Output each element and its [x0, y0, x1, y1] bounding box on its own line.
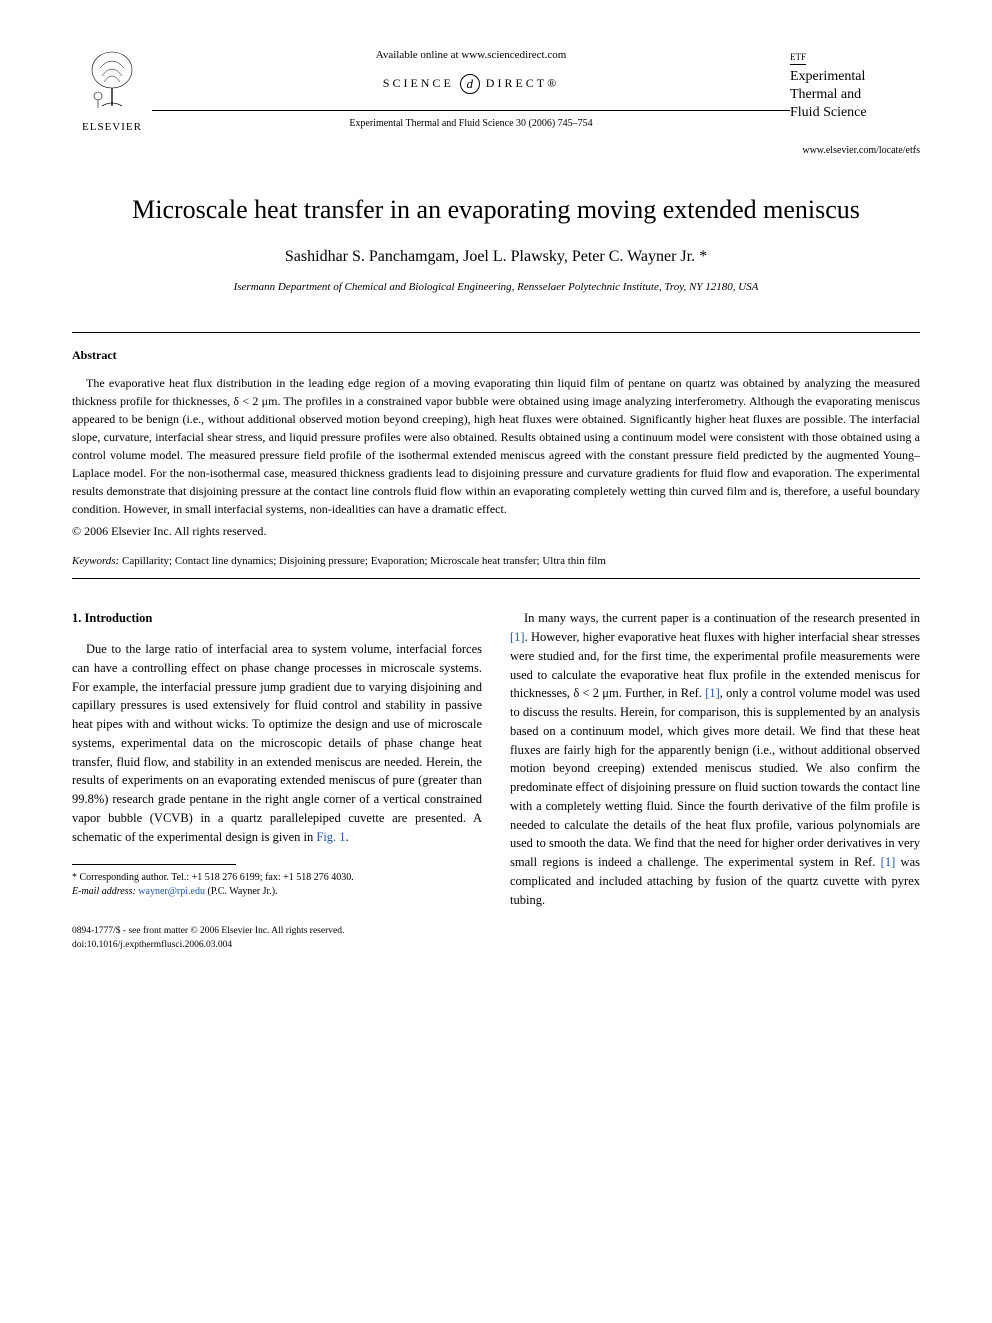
locate-url: www.elsevier.com/locate/etfs	[72, 144, 920, 159]
page-header: ELSEVIER Available online at www.science…	[72, 48, 920, 136]
column-right: In many ways, the current paper is a con…	[510, 609, 920, 909]
elsevier-label: ELSEVIER	[82, 120, 142, 136]
intro-p2-text-a: In many ways, the current paper is a con…	[524, 611, 920, 625]
footnote-separator	[72, 864, 236, 865]
available-online-text: Available online at www.sciencedirect.co…	[152, 48, 790, 64]
abstract-paragraph: The evaporative heat flux distribution i…	[72, 374, 920, 518]
science-direct-left: SCIENCE	[383, 75, 454, 92]
page-footer: 0894-1777/$ - see front matter © 2006 El…	[72, 925, 920, 952]
corresponding-author: * Corresponding author. Tel.: +1 518 276…	[72, 871, 482, 885]
journal-name-line2: Thermal and	[790, 86, 920, 104]
footer-doi: doi:10.1016/j.expthermflusci.2006.03.004	[72, 939, 920, 952]
abstract-heading: Abstract	[72, 347, 920, 364]
keywords-line: Keywords: Capillarity; Contact line dyna…	[72, 554, 920, 570]
email-link[interactable]: wayner@rpi.edu	[138, 886, 205, 897]
header-center: Available online at www.sciencedirect.co…	[152, 48, 790, 131]
journal-name-line3: Fluid Science	[790, 104, 920, 122]
science-direct-right: DIRECT®	[486, 75, 559, 92]
intro-p1-text-a: Due to the large ratio of interfacial ar…	[72, 642, 482, 844]
journal-etf-label: ETF	[790, 52, 806, 65]
reference-1-link-c[interactable]: [1]	[881, 855, 896, 869]
affiliation: Isermann Department of Chemical and Biol…	[72, 280, 920, 296]
intro-p1-text-b: .	[346, 830, 349, 844]
body-columns: 1. Introduction Due to the large ratio o…	[72, 609, 920, 909]
column-left: 1. Introduction Due to the large ratio o…	[72, 609, 482, 909]
journal-name-line1: Experimental	[790, 68, 920, 86]
citation-text: Experimental Thermal and Fluid Science 3…	[152, 117, 790, 132]
header-rule	[152, 110, 790, 111]
science-direct-logo: SCIENCE d DIRECT®	[383, 74, 559, 94]
keywords-label: Keywords:	[72, 555, 119, 567]
intro-paragraph-2: In many ways, the current paper is a con…	[510, 609, 920, 909]
reference-1-link-b[interactable]: [1]	[705, 686, 720, 700]
introduction-heading: 1. Introduction	[72, 609, 482, 628]
email-suffix: (P.C. Wayner Jr.).	[205, 886, 278, 897]
abstract-top-rule	[72, 332, 920, 333]
intro-paragraph-1: Due to the large ratio of interfacial ar…	[72, 640, 482, 846]
science-direct-icon: d	[460, 74, 480, 94]
authors: Sashidhar S. Panchamgam, Joel L. Plawsky…	[72, 245, 920, 268]
keywords-bottom-rule	[72, 578, 920, 579]
figure-1-link[interactable]: Fig. 1	[316, 830, 345, 844]
elsevier-logo: ELSEVIER	[72, 48, 152, 136]
journal-logo: ETF Experimental Thermal and Fluid Scien…	[790, 48, 920, 122]
footer-copyright: 0894-1777/$ - see front matter © 2006 El…	[72, 925, 920, 938]
keywords-text: Capillarity; Contact line dynamics; Disj…	[119, 555, 606, 567]
email-label: E-mail address:	[72, 886, 138, 897]
abstract-copyright: © 2006 Elsevier Inc. All rights reserved…	[72, 522, 920, 540]
abstract-body: The evaporative heat flux distribution i…	[72, 374, 920, 540]
reference-1-link-a[interactable]: [1]	[510, 630, 525, 644]
elsevier-tree-icon	[82, 48, 142, 118]
article-title: Microscale heat transfer in an evaporati…	[72, 194, 920, 227]
intro-p2-text-c: , only a control volume model was used t…	[510, 686, 920, 869]
footnote-block: * Corresponding author. Tel.: +1 518 276…	[72, 871, 482, 899]
email-line: E-mail address: wayner@rpi.edu (P.C. Way…	[72, 885, 482, 899]
